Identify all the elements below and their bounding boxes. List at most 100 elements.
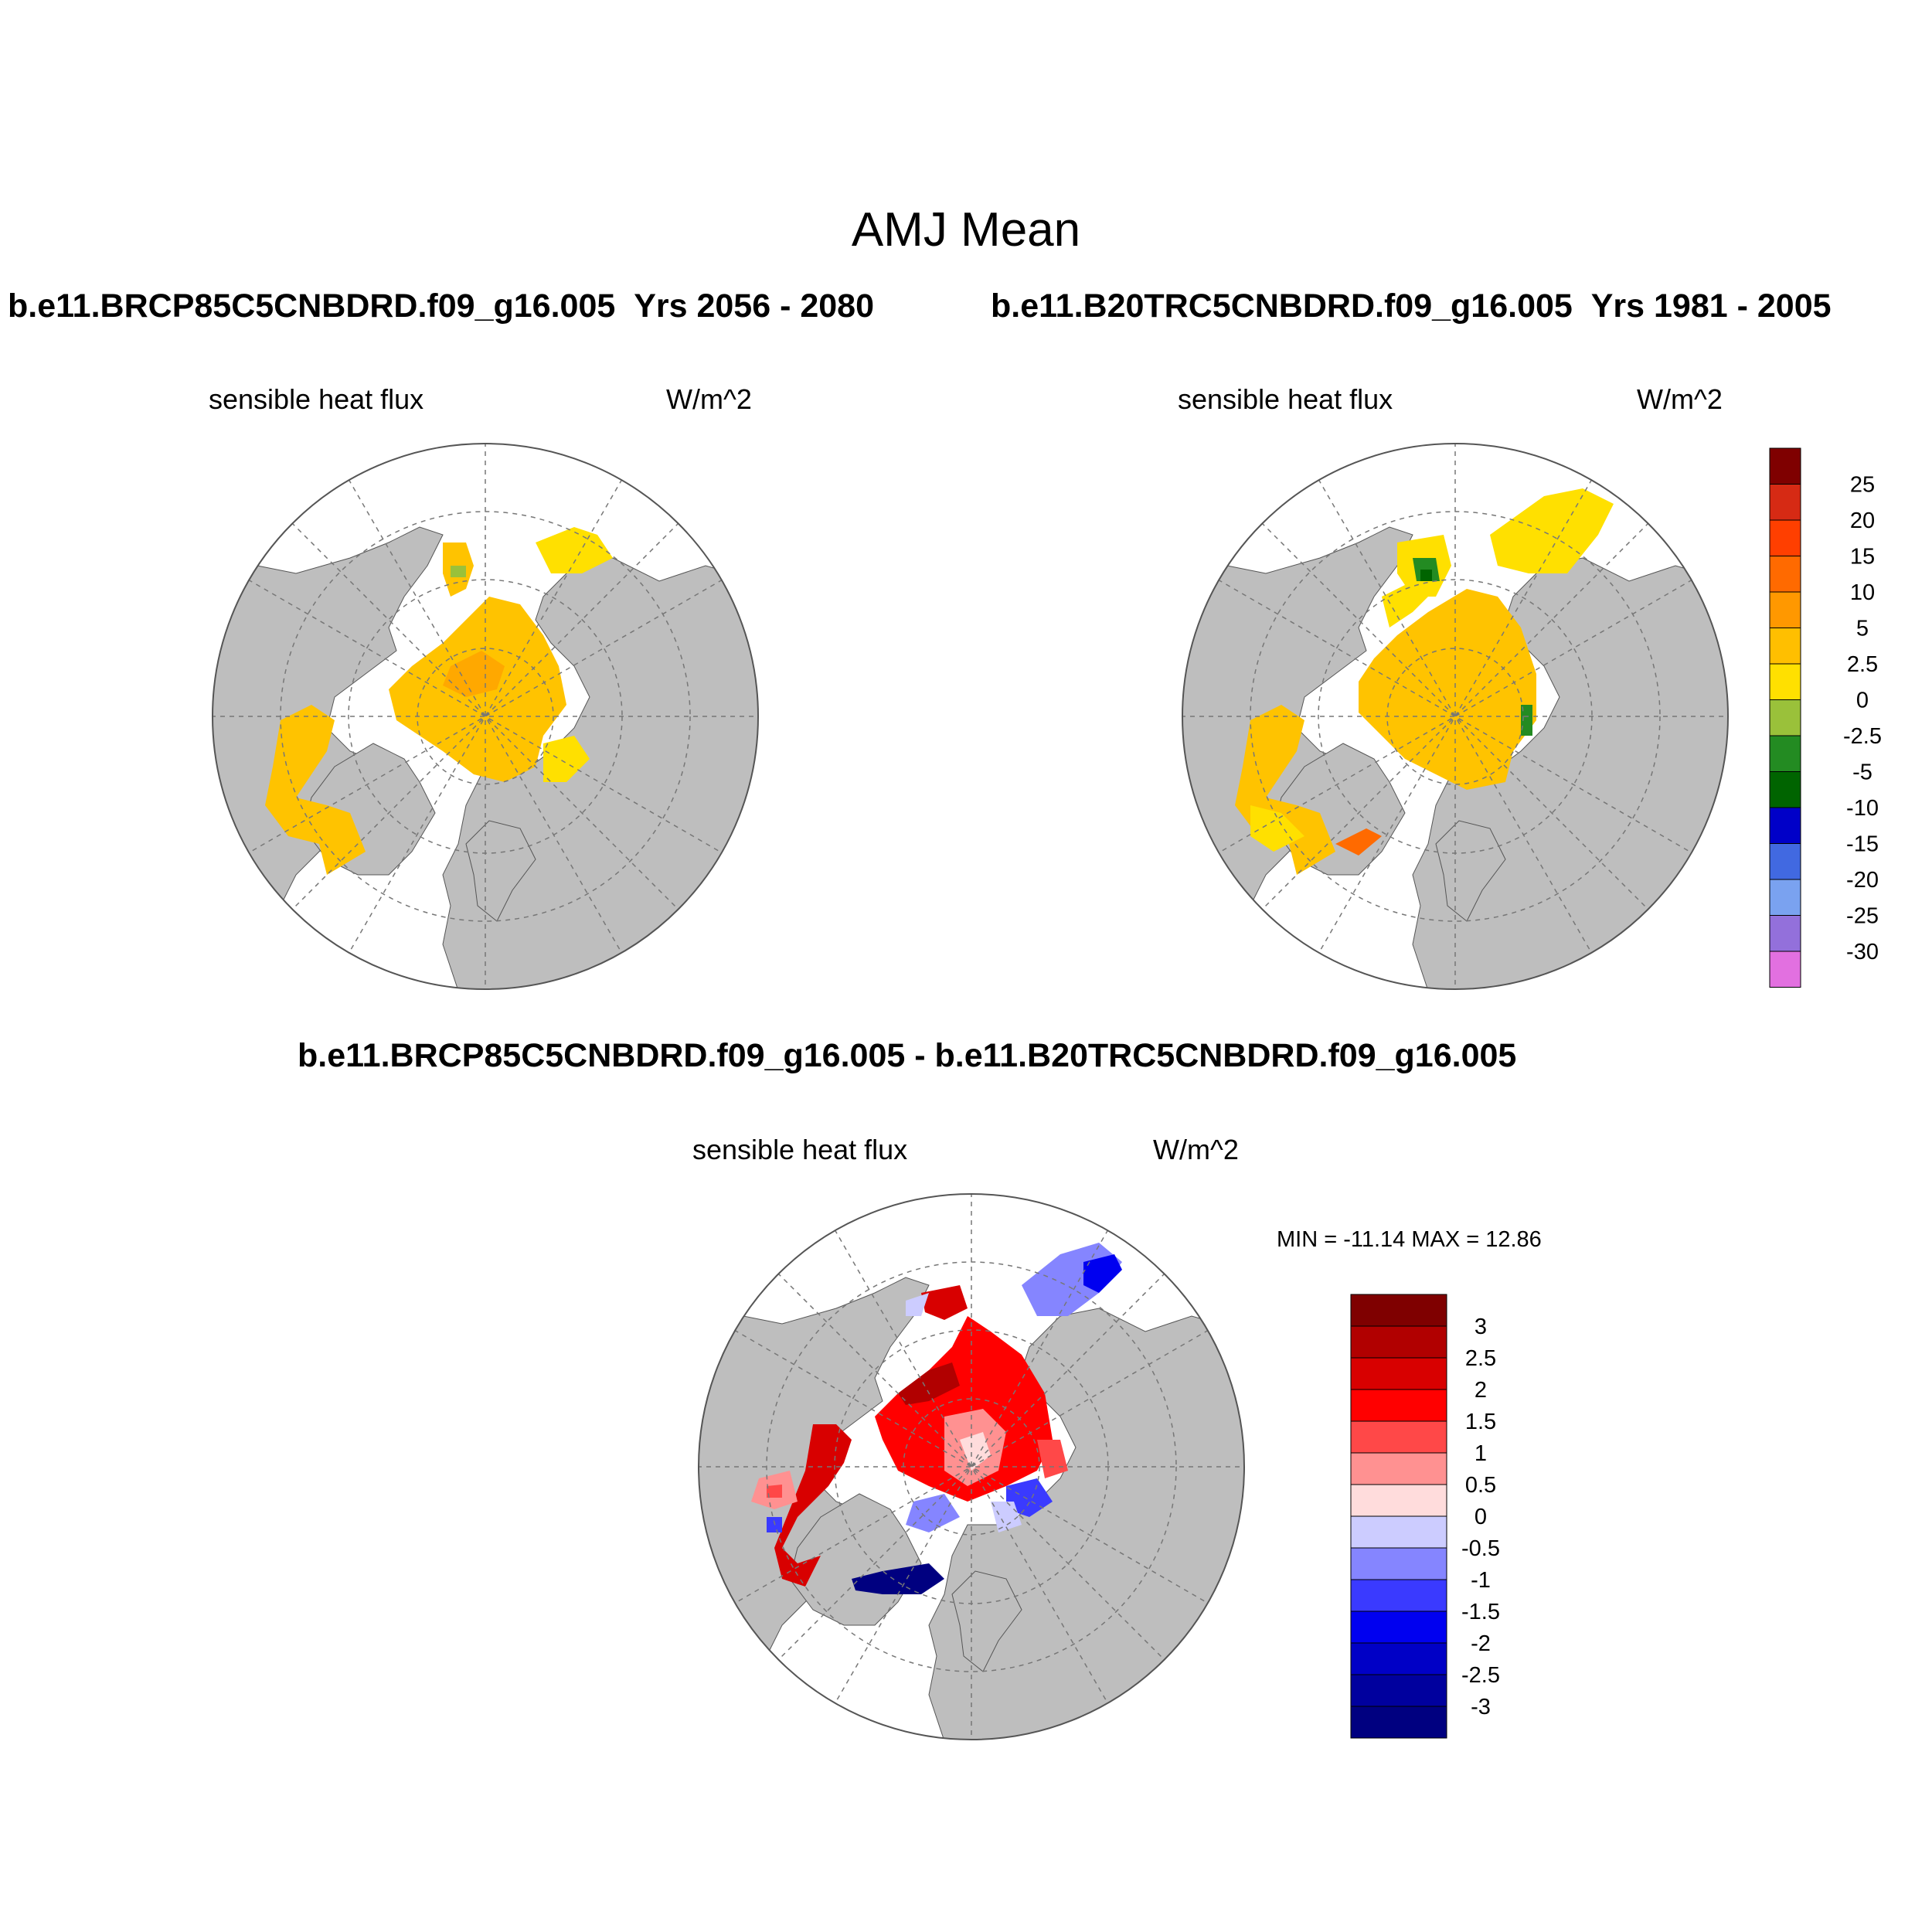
arctic-ocean-field [1359,589,1536,790]
okhotsk-field [536,527,613,573]
arctic-ocean-diff-dark-red [898,1362,960,1405]
baffin-diff [774,1424,852,1587]
colorbar-swatch [1350,1515,1447,1549]
colorbar-tick-label: -3 [1471,1695,1491,1719]
bering-dark-green [1420,570,1432,581]
kara-diff-red [1037,1440,1068,1478]
diff-title: b.e11.BRCP85C5CNBDRD.f09_g16.005 - b.e11… [298,1037,1517,1074]
colorbar-tick-label: 1 [1475,1441,1487,1466]
colorbar-swatch [1350,1547,1447,1580]
colorbar-swatch [1769,519,1801,556]
land-scandinavia [465,820,536,922]
colorbar-swatch [1769,556,1801,593]
top-colorbar: 25 20 15 10 5 2.5 0 -2.5 -5 -10 -15 -20 -25 -30 [1769,447,1882,988]
arctic-ocean-diff-light [960,1432,991,1471]
east-greenland-warm [1335,828,1382,855]
graticule [699,1194,1244,1740]
colorbar-tick-label: 3 [1475,1315,1487,1339]
case-b-title: b.e11.B20TRC5CNBDRD.f09_g16.005 Yrs 1981… [991,287,1832,325]
colorbar-tick-label: -2.5 [1843,724,1882,749]
colorbar-swatch [1350,1452,1447,1485]
colorbar-tick-label: 2.5 [1465,1346,1496,1371]
colorbar-tick-label: 25 [1850,473,1875,498]
land-scandinavia [951,1570,1022,1672]
figure-title: AMJ Mean [851,203,1081,257]
panel-a-units: W/m^2 [666,383,752,415]
colorbar-tick-label: 5 [1856,617,1869,641]
case-a-years: Yrs 2056 - 2080 [634,287,875,325]
colorbar-swatch [1769,628,1801,665]
colorbar-swatch [1769,591,1801,628]
colorbar-tick-label: 15 [1850,545,1875,570]
okhotsk-diff-dark [1083,1254,1122,1293]
case-a-name: b.e11.BRCP85C5CNBDRD.f09_g16.005 [8,287,616,325]
diff-colorbar: 3 2.5 2 1.5 1 0.5 0 -0.5 -1 -1.5 -2 -2.5 -3 [1350,1294,1500,1739]
colorbar-swatch [1769,843,1801,880]
colorbar-swatch [1350,1579,1447,1612]
colorbar-tick-label: -2 [1471,1631,1491,1656]
colorbar-tick-label: -5 [1852,760,1872,785]
arctic-ocean-warm-core [443,651,505,697]
colorbar-swatch [1350,1611,1447,1644]
colorbar-tick-label: 0 [1856,689,1869,713]
colorbar-tick-label: -10 [1846,796,1879,821]
colorbar-tick-label: 2 [1475,1378,1487,1403]
colorbar-swatch [1350,1294,1447,1327]
barents-green [1521,705,1532,736]
colorbar-tick-label: 20 [1850,509,1875,533]
colorbar-swatch [1350,1706,1447,1739]
bering-green [451,566,466,577]
colorbar-tick-label: 2.5 [1847,652,1878,677]
land-eurasia [928,1308,1244,1740]
colorbar-tick-label: -30 [1846,940,1879,964]
colorbar-swatch [1769,807,1801,844]
min-max-stats: MIN = -11.14 MAX = 12.86 [1277,1227,1542,1252]
colorbar-swatch [1769,915,1801,952]
colorbar-tick-label: 1.5 [1465,1410,1496,1434]
colorbar-swatch [1769,699,1801,736]
map-panel-diff [698,1193,1245,1740]
case-b-name: b.e11.B20TRC5CNBDRD.f09_g16.005 [991,287,1573,325]
colorbar-tick-label: -15 [1846,832,1879,857]
colorbar-swatch [1350,1674,1447,1707]
colorbar-swatch [1769,735,1801,772]
colorbar-swatch [1350,1484,1447,1517]
colorbar-swatch [1350,1389,1447,1422]
colorbar-swatch [1350,1642,1447,1675]
colorbar-tick-label: 10 [1850,580,1875,605]
colorbar-tick-label: -0.5 [1461,1536,1500,1561]
labrador-diff-blue [767,1517,782,1532]
bering-diff [921,1285,968,1320]
baffin-hudson-field [265,705,366,875]
east-greenland-diff-blue [852,1563,944,1594]
panel-b-units: W/m^2 [1637,383,1723,415]
colorbar-tick-label: 0.5 [1465,1473,1496,1498]
okhotsk-field [1490,488,1614,573]
colorbar-swatch [1769,951,1801,988]
labrador-field [1250,805,1304,852]
case-a-title: b.e11.BRCP85C5CNBDRD.f09_g16.005 Yrs 205… [8,287,874,325]
colorbar-swatch [1769,771,1801,808]
colorbar-swatch [1350,1420,1447,1454]
colorbar-tick-label: -1 [1471,1568,1491,1593]
case-b-years: Yrs 1981 - 2005 [1590,287,1832,325]
colorbar-swatch [1769,447,1801,485]
colorbar-swatch [1769,484,1801,521]
hudson-diff-red [767,1485,782,1498]
panel-b-variable: sensible heat flux [1178,383,1393,415]
map-panel-a [212,443,759,990]
panel-a-variable: sensible heat flux [209,383,424,415]
land-scandinavia [1435,820,1506,922]
arctic-ocean-diff-red [875,1316,1053,1502]
bering-diff-light [906,1293,929,1316]
fram-strait-diff-blue [906,1494,960,1532]
colorbar-tick-label: -2.5 [1461,1663,1500,1688]
graticule [213,444,758,989]
colorbar-swatch [1350,1325,1447,1359]
colorbar-swatch [1769,879,1801,916]
colorbar-tick-label: -25 [1846,904,1879,929]
colorbar-tick-label: -1.5 [1461,1600,1500,1624]
graticule [1182,444,1728,989]
map-panel-b [1182,443,1729,990]
colorbar-tick-label: -20 [1846,868,1879,893]
